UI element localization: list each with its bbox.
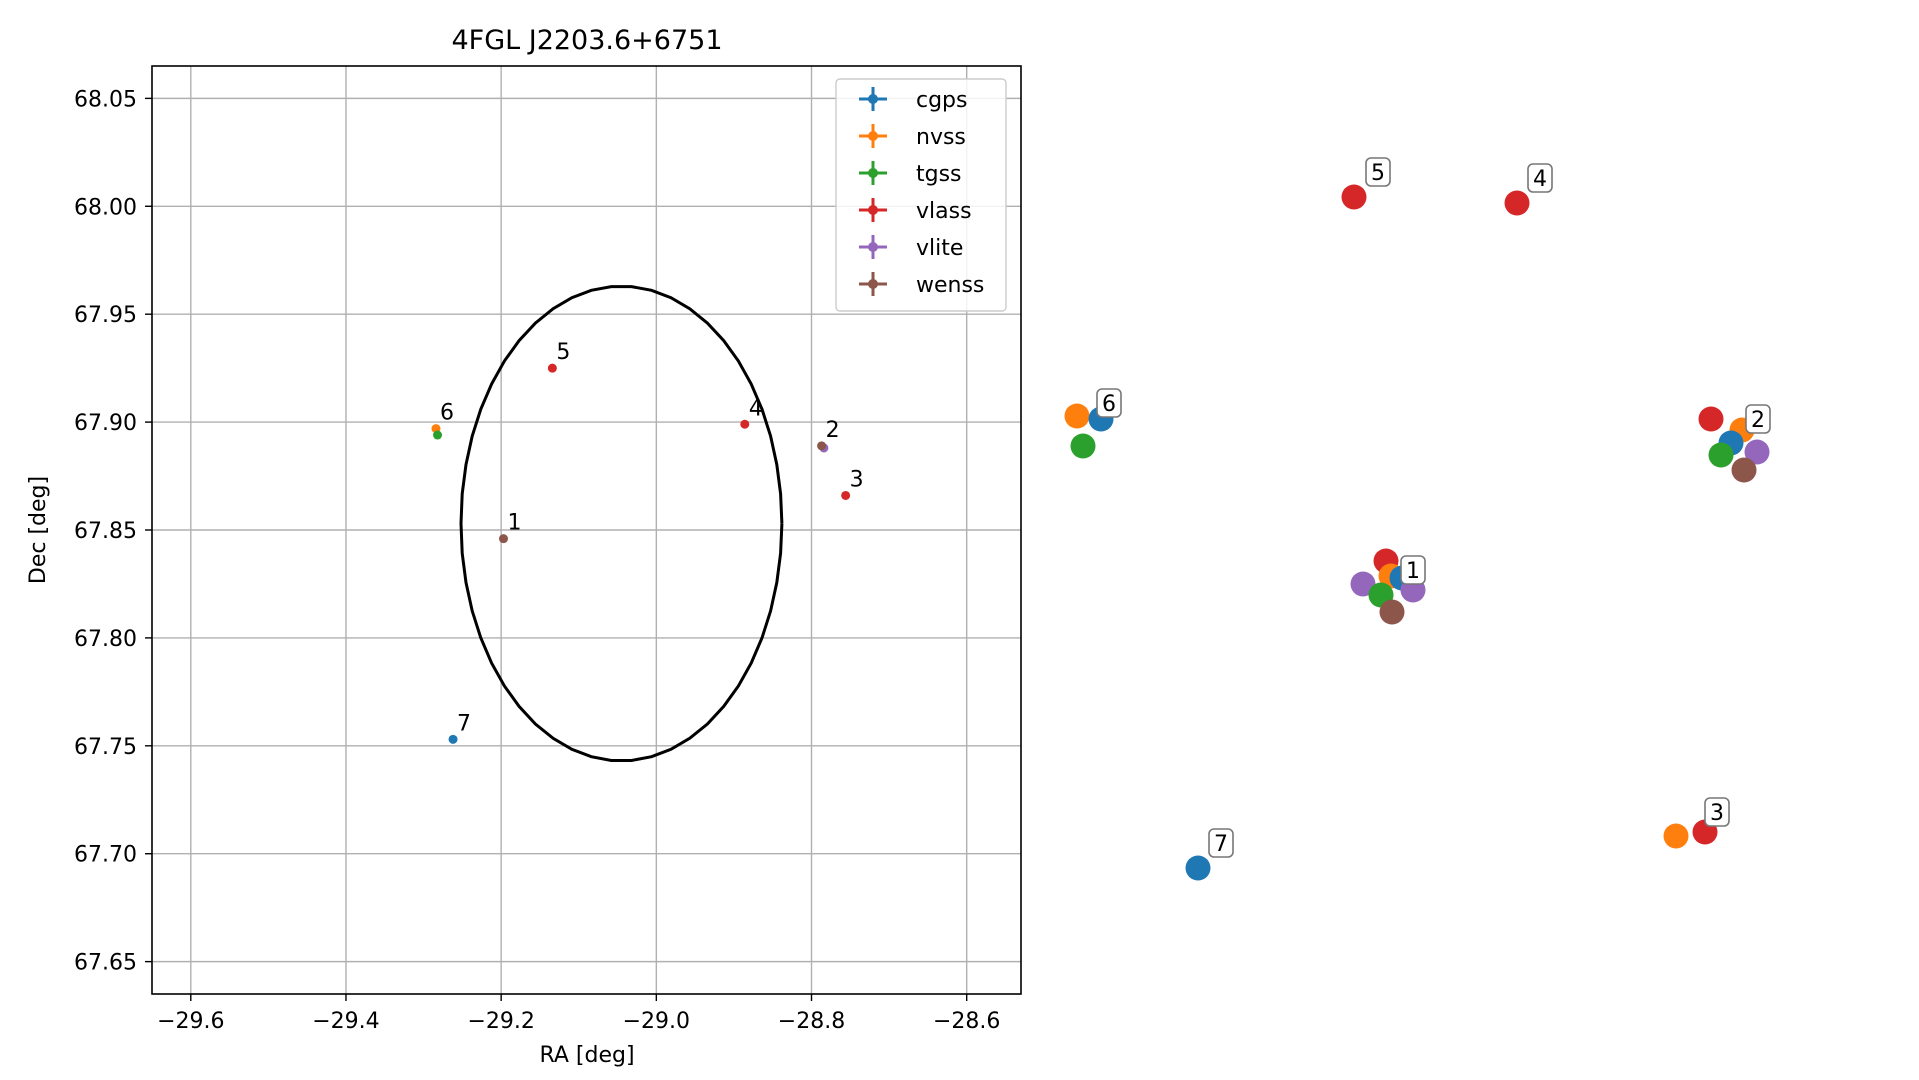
cutout-point-nvss [1064, 403, 1090, 429]
legend-marker-dot [868, 279, 878, 289]
legend-label-vlass: vlass [916, 199, 972, 224]
x-tick-label: −28.8 [778, 1009, 845, 1034]
cutout-label-box [1096, 388, 1122, 418]
annotation-label: 7 [457, 711, 471, 736]
cutout-label: 3 [1710, 801, 1724, 826]
x-tick-label: −29.0 [623, 1009, 690, 1034]
cutout-point-wenss [1731, 457, 1757, 483]
point-wenss [498, 534, 508, 544]
cutout-point-vlass [1698, 406, 1724, 432]
annotation-label: 2 [826, 418, 840, 443]
x-tick-label: −29.4 [312, 1009, 379, 1034]
cutout-point-tgss [1708, 442, 1734, 468]
annotation-label: 4 [749, 396, 763, 421]
legend-marker-dot [868, 131, 878, 141]
y-axis: 67.65 67.70 67.75 67.80 67.85 67.90 67.95 68.00… [74, 87, 152, 976]
cutout-label-box [1745, 404, 1771, 434]
cutout-label: 4 [1533, 167, 1547, 192]
legend-label-tgss: tgss [916, 162, 962, 187]
y-tick-label: 67.90 [74, 411, 137, 436]
cutout-point-vlass [1341, 184, 1367, 210]
cutout-group-6: 6 [1064, 388, 1122, 459]
cutout-point-nvss [1663, 823, 1689, 849]
y-tick-label: 67.80 [74, 627, 137, 652]
cutout-point-wenss [1379, 599, 1405, 625]
cutout-point-cgps [1185, 855, 1211, 881]
point-cgps [448, 734, 458, 744]
chart-title: 4FGL J2203.6+6751 [451, 25, 722, 56]
cutout-point-vlite [1744, 439, 1770, 465]
annotation-label: 1 [507, 511, 521, 536]
legend-marker-dot [868, 94, 878, 104]
cutout-group-4: 4 [1504, 163, 1553, 216]
x-axis: −29.6 −29.4 −29.2 −29.0 −28.8 −28.6 [157, 994, 1000, 1034]
cutout-point-vlite [1350, 571, 1376, 597]
cutout-label: 2 [1751, 408, 1765, 433]
cutout-group-5: 5 [1341, 157, 1391, 210]
source-cutout-panel: 1 2 3 4 5 6 7 [1064, 157, 1771, 881]
cutout-group-3: 3 [1663, 797, 1730, 849]
y-axis-label: Dec [deg] [26, 476, 51, 584]
point-tgss [433, 430, 443, 440]
cutout-point-vlass [1504, 190, 1530, 216]
legend-label-vlite: vlite [916, 236, 963, 261]
cutout-group-1: 1 [1350, 548, 1426, 625]
y-tick-label: 67.75 [74, 735, 137, 760]
cutout-point-tgss [1070, 433, 1096, 459]
point-wenss [817, 441, 827, 451]
annotation-label: 6 [440, 401, 454, 426]
point-vlass [547, 363, 557, 373]
x-tick-label: −28.6 [933, 1009, 1000, 1034]
cutout-label-box [1704, 797, 1730, 827]
cutout-label-box [1208, 828, 1234, 858]
cutout-group-2: 2 [1698, 404, 1771, 483]
legend-marker-dot [868, 205, 878, 215]
cutout-label: 6 [1102, 392, 1116, 417]
legend-marker-dot [868, 168, 878, 178]
y-tick-label: 67.65 [74, 951, 137, 976]
x-tick-label: −29.6 [157, 1009, 224, 1034]
y-tick-label: 67.70 [74, 843, 137, 868]
cutout-label: 7 [1214, 832, 1228, 857]
cutout-label: 1 [1406, 559, 1420, 584]
annotation-label: 5 [556, 340, 570, 365]
data-points [431, 363, 851, 744]
y-tick-label: 67.95 [74, 303, 137, 328]
x-tick-label: −29.2 [467, 1009, 534, 1034]
localization-ellipse [459, 285, 784, 762]
legend-label-nvss: nvss [916, 125, 966, 150]
x-axis-label: RA [deg] [539, 1043, 634, 1068]
point-vlass [841, 490, 851, 500]
y-tick-label: 68.00 [74, 195, 137, 220]
cutout-label-box [1527, 163, 1553, 193]
legend-label-cgps: cgps [916, 88, 968, 113]
legend-label-wenss: wenss [916, 273, 984, 298]
y-tick-label: 67.85 [74, 519, 137, 544]
legend: cgps nvss tgss vlass vlite wenss [835, 78, 1007, 312]
point-vlass [740, 419, 750, 429]
y-tick-label: 68.05 [74, 87, 137, 112]
cutout-group-7: 7 [1185, 828, 1234, 881]
cutout-label-box [1365, 157, 1391, 187]
cutout-label: 5 [1371, 161, 1385, 186]
legend-marker-dot [868, 242, 878, 252]
annotation-label: 3 [850, 467, 864, 492]
cutout-label-box [1400, 555, 1426, 585]
